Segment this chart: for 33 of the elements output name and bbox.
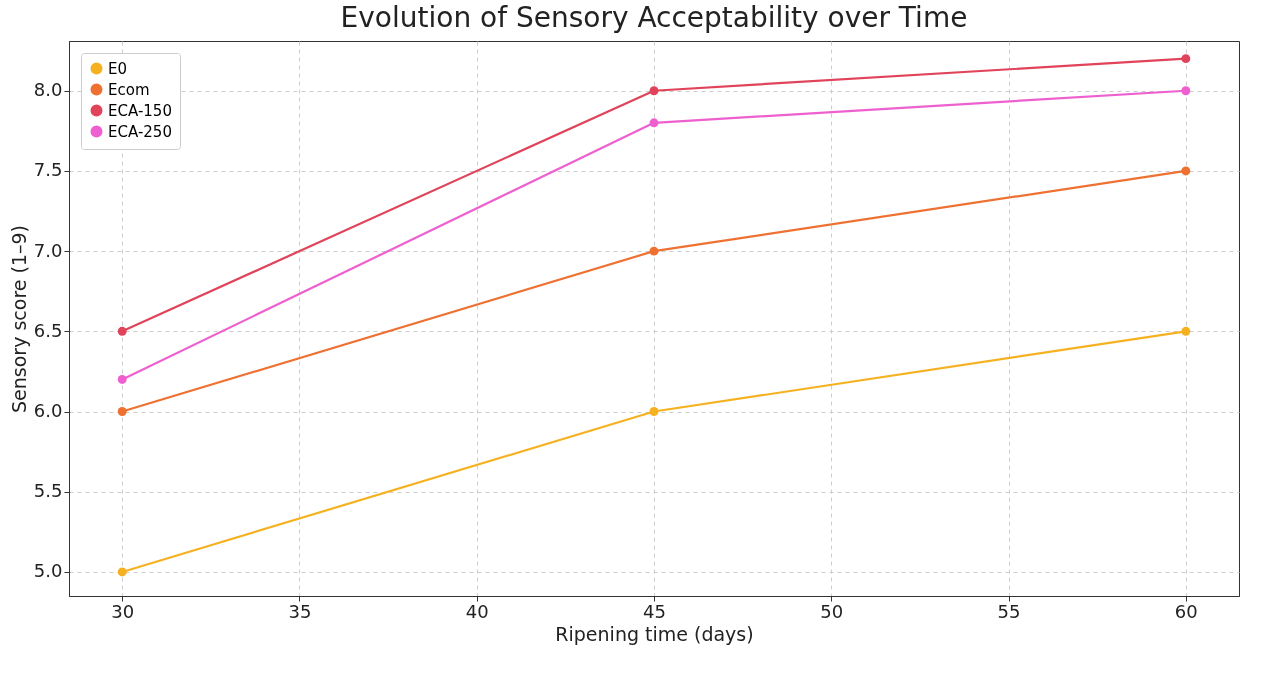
x-tick-label: 50: [820, 600, 844, 622]
legend-label: ECA-250: [108, 122, 172, 141]
point: [1181, 326, 1191, 336]
x-tick-label: 30: [111, 600, 135, 622]
x-tick-label: 55: [997, 600, 1021, 622]
y-tick-label: 6.0: [33, 400, 63, 422]
x-tick-label: 35: [288, 600, 312, 622]
point: [649, 118, 659, 128]
x-axis-title: Ripening time (days): [555, 622, 754, 645]
point: [117, 407, 127, 416]
legend-label: E0: [108, 59, 128, 78]
x-tick-label: 45: [643, 600, 666, 622]
y-tick-label: 5.5: [33, 480, 63, 502]
point: [649, 407, 659, 416]
y-tick-label: 7.5: [33, 159, 63, 181]
y-tick-label: 6.5: [33, 319, 63, 341]
point: [1181, 166, 1191, 176]
y-tick-label: 5.0: [33, 560, 63, 582]
y-tick-label: 8.0: [33, 79, 63, 101]
point: [117, 567, 127, 577]
y-tick-label: 7.0: [33, 239, 63, 261]
point: [117, 374, 127, 384]
x-tick-label: 60: [1174, 600, 1198, 622]
point: [117, 326, 127, 336]
point: [1181, 54, 1191, 64]
point: [649, 246, 659, 256]
legend-label: ECA-150: [108, 101, 172, 120]
chart-title: Evolution of Sensory Acceptability over Time: [340, 1, 968, 34]
point: [1181, 86, 1191, 96]
point: [649, 86, 659, 96]
legend-label: Ecom: [108, 80, 150, 99]
y-axis-title: Sensory score (1–9): [7, 224, 30, 414]
x-tick-label: 40: [465, 600, 489, 622]
